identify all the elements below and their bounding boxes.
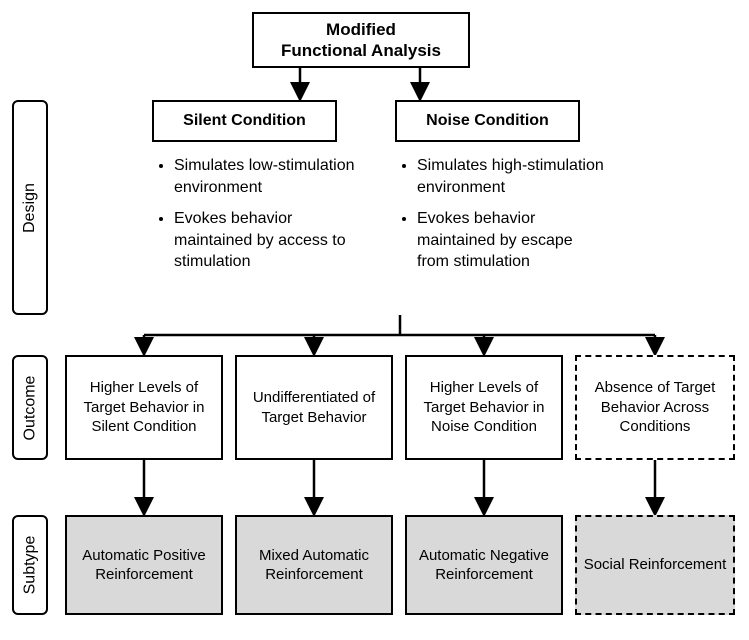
title-text: ModifiedFunctional Analysis xyxy=(281,19,441,62)
noise-bullet-2: Evokes behavior maintained by escape fro… xyxy=(417,208,605,273)
subtype-box-2: Mixed Automatic Reinforcement xyxy=(235,515,393,615)
outcome-box-4: Absence of Target Behavior Across Condit… xyxy=(575,355,735,460)
subtype-box-1: Automatic Positive Reinforcement xyxy=(65,515,223,615)
noise-condition-label: Noise Condition xyxy=(426,111,549,131)
silent-bullet-2: Evokes behavior maintained by access to … xyxy=(174,208,362,273)
outcome-text-2: Undifferentiated of Target Behavior xyxy=(243,388,385,427)
subtype-box-4: Social Reinforcement xyxy=(575,515,735,615)
silent-condition-label: Silent Condition xyxy=(183,111,306,131)
subtype-text-3: Automatic Negative Reinforcement xyxy=(413,546,555,585)
title-box: ModifiedFunctional Analysis xyxy=(252,12,470,68)
row-label-outcome-text: Outcome xyxy=(21,375,39,440)
outcome-box-2: Undifferentiated of Target Behavior xyxy=(235,355,393,460)
outcome-text-3: Higher Levels of Target Behavior in Nois… xyxy=(413,378,555,437)
diagram-canvas: Design Outcome Subtype ModifiedFunctiona… xyxy=(0,0,749,640)
row-label-design: Design xyxy=(12,100,48,315)
subtype-text-1: Automatic Positive Reinforcement xyxy=(73,546,215,585)
row-label-subtype: Subtype xyxy=(12,515,48,615)
noise-bullets: Simulates high-stimulation environment E… xyxy=(395,155,605,283)
outcome-text-4: Absence of Target Behavior Across Condit… xyxy=(583,378,727,437)
subtype-box-3: Automatic Negative Reinforcement xyxy=(405,515,563,615)
outcome-box-3: Higher Levels of Target Behavior in Nois… xyxy=(405,355,563,460)
noise-condition-box: Noise Condition xyxy=(395,100,580,142)
outcome-box-1: Higher Levels of Target Behavior in Sile… xyxy=(65,355,223,460)
subtype-text-4: Social Reinforcement xyxy=(584,555,727,575)
subtype-text-2: Mixed Automatic Reinforcement xyxy=(243,546,385,585)
silent-bullet-1: Simulates low-stimulation environment xyxy=(174,155,362,198)
silent-bullets: Simulates low-stimulation environment Ev… xyxy=(152,155,362,283)
outcome-text-1: Higher Levels of Target Behavior in Sile… xyxy=(73,378,215,437)
noise-bullet-1: Simulates high-stimulation environment xyxy=(417,155,605,198)
silent-condition-box: Silent Condition xyxy=(152,100,337,142)
row-label-design-text: Design xyxy=(21,183,39,233)
row-label-subtype-text: Subtype xyxy=(21,536,39,595)
row-label-outcome: Outcome xyxy=(12,355,48,460)
